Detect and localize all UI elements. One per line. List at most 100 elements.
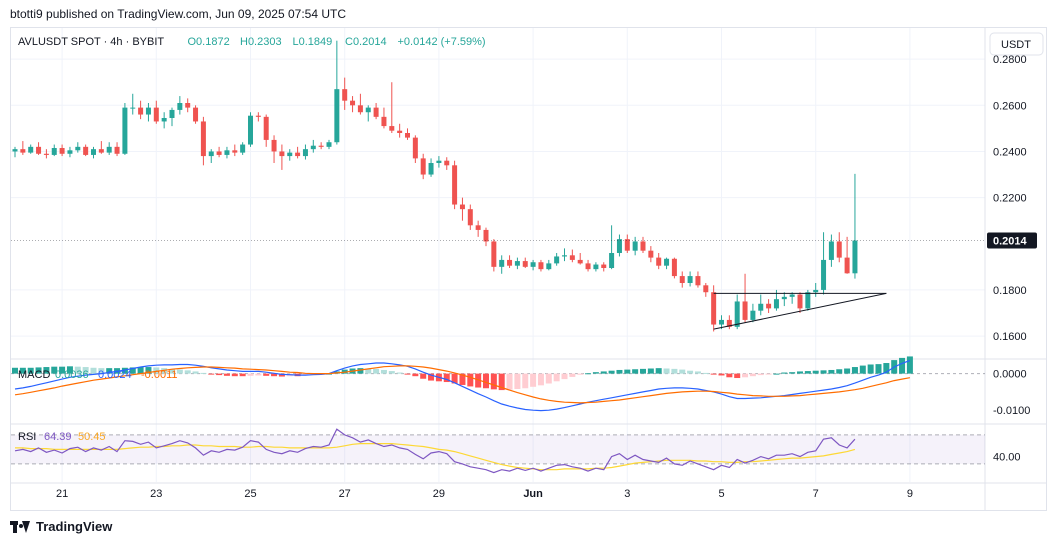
macd-histogram-bar — [483, 373, 489, 389]
candle-body — [161, 118, 167, 122]
rsi-legend-title: RSI — [18, 431, 36, 443]
candle-body — [224, 150, 230, 155]
candle-body — [114, 146, 120, 154]
candle-body — [844, 257, 850, 274]
candle-body — [773, 299, 779, 309]
candle-body — [43, 153, 49, 155]
candle-body — [664, 258, 670, 266]
macd-histogram-bar — [380, 369, 387, 374]
candle-body — [334, 89, 340, 143]
macd-histogram-bar — [428, 373, 435, 381]
candle-body — [491, 241, 497, 267]
macd-histogram-bar — [859, 365, 866, 374]
macd-histogram-bar — [592, 372, 599, 374]
macd-histogram-bar — [459, 373, 466, 385]
macd-histogram-bar — [883, 363, 890, 374]
macd-histogram-bar — [216, 373, 223, 376]
macd-histogram-bar — [851, 367, 858, 374]
candle-body — [381, 116, 387, 127]
candle-body — [687, 276, 693, 283]
macd-histogram-bar — [365, 368, 372, 374]
candle-body — [106, 146, 112, 153]
candle-body — [98, 149, 104, 153]
candle-body — [357, 105, 363, 113]
candle-body — [177, 103, 183, 110]
macd-histogram-bar — [490, 373, 497, 390]
macd-histogram-bar — [506, 373, 513, 390]
candle-body — [640, 241, 646, 251]
candle-body — [365, 107, 371, 113]
time-tick-label: 27 — [339, 488, 351, 500]
currency-button-label[interactable]: USDT — [1001, 39, 1031, 51]
macd-histogram-bar — [357, 368, 364, 374]
time-tick-label: 25 — [244, 488, 256, 500]
macd-histogram-bar — [522, 373, 529, 389]
price-tick-label: 0.2400 — [993, 146, 1027, 158]
macd-histogram-bar — [797, 371, 803, 374]
candle-body — [28, 146, 34, 153]
time-tick-label: 23 — [150, 488, 162, 500]
macd-histogram-bar — [663, 368, 670, 374]
candle-body — [507, 259, 513, 266]
candle-body — [522, 261, 528, 267]
macd-histogram-bar — [781, 372, 788, 374]
currency-button[interactable] — [989, 32, 1044, 56]
macd-histogram-bar — [632, 369, 639, 374]
candle-body — [287, 152, 293, 157]
macd-histogram-bar — [412, 373, 419, 377]
candle-body — [648, 250, 654, 258]
candle-body — [248, 115, 253, 145]
last-price-box — [987, 232, 1037, 249]
candle-body — [36, 146, 42, 154]
time-tick-label: 7 — [813, 488, 819, 500]
macd-histogram-bar — [82, 367, 89, 374]
macd-histogram-bar — [742, 373, 749, 378]
candle-body — [797, 294, 803, 309]
candle-body — [302, 149, 308, 157]
candle-body — [130, 107, 136, 109]
candle-body — [719, 319, 724, 325]
candle-body — [632, 241, 638, 251]
candle-body — [200, 121, 206, 157]
tradingview-logo-icon — [10, 520, 30, 533]
macd-tick-label: 0.0000 — [993, 369, 1027, 381]
macd-histogram-bar — [12, 367, 18, 374]
macd-histogram-bar — [679, 369, 686, 374]
candle-body — [193, 107, 199, 122]
candle-body — [452, 165, 458, 205]
candle-body — [577, 259, 583, 264]
legend-symbol: AVLUSDT SPOT · 4h · BYBIT — [18, 36, 164, 48]
candle-body — [318, 145, 324, 147]
candle-body — [695, 276, 701, 286]
macd-histogram-bar — [278, 373, 285, 377]
candle-body — [554, 256, 560, 264]
time-tick-label: 3 — [624, 488, 630, 500]
macd-histogram-bar — [702, 372, 709, 374]
candle-body — [59, 148, 65, 154]
candle-body — [67, 150, 73, 154]
macd-histogram-bar — [467, 373, 474, 387]
macd-histogram-bar — [223, 373, 230, 376]
candle-body — [20, 149, 26, 153]
price-tick-label: 0.2200 — [993, 193, 1027, 205]
macd-histogram-bar — [867, 364, 874, 374]
macd-histogram-bar — [600, 371, 607, 374]
macd-histogram-bar — [545, 373, 552, 384]
macd-histogram-bar — [208, 373, 215, 375]
candle-body — [656, 257, 662, 266]
publisher-header: btotti9 published on TradingView.com, Ju… — [10, 7, 346, 21]
legend-change: +0.0142 (+7.59%) — [398, 36, 486, 48]
price-tick-label: 0.1600 — [993, 331, 1027, 343]
candle-body — [585, 263, 591, 270]
macd-histogram-bar — [74, 366, 81, 374]
candle-body — [758, 303, 764, 311]
candle-body — [742, 301, 748, 320]
candle-body — [122, 107, 128, 154]
macd-histogram-bar — [121, 367, 128, 374]
macd-histogram-bar — [647, 368, 654, 374]
time-tick-label: 21 — [56, 488, 68, 500]
last-price-label: 0.2014 — [993, 236, 1028, 248]
candle-body — [546, 263, 552, 270]
macd-histogram-bar — [404, 373, 411, 375]
macd-histogram-bar — [616, 369, 623, 374]
